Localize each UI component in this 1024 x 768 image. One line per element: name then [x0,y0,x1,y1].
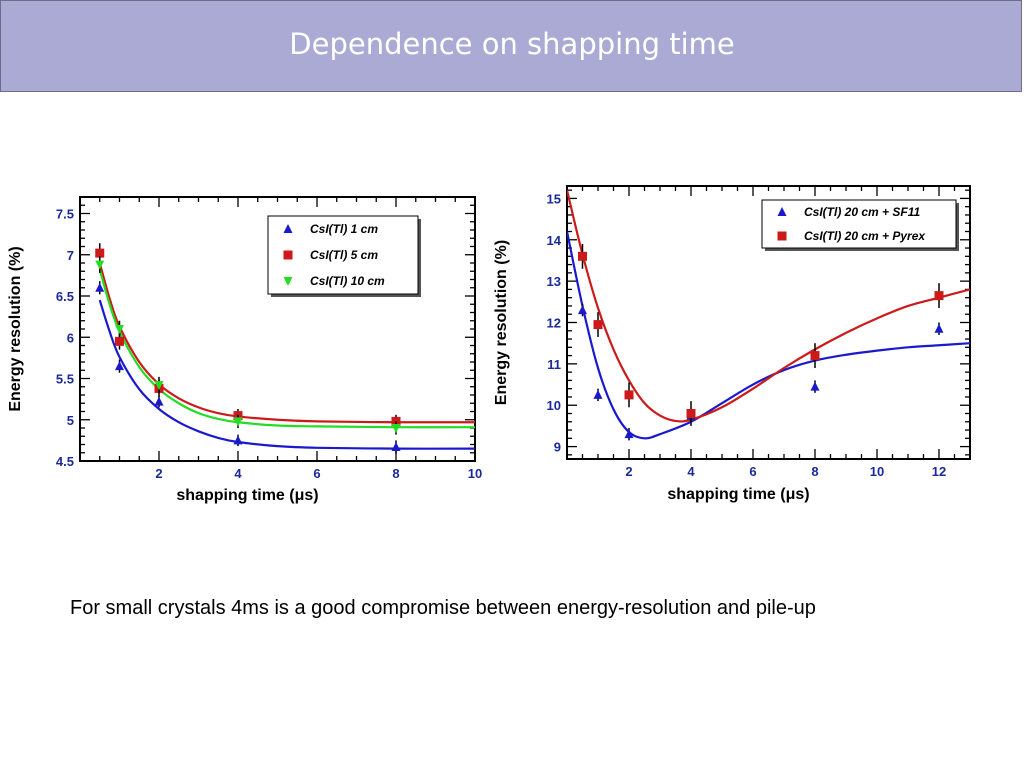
data-point [115,325,124,334]
legend-label: CsI(Tl) 10 cm [310,274,385,288]
data-point [233,417,243,427]
x-axis-title: shapping time (μs) [667,486,809,503]
data-point [934,323,944,333]
legend-marker [283,224,293,233]
data-point [593,389,603,399]
y-tick-label: 9 [554,440,561,455]
data-point [810,381,820,391]
data-point [95,260,105,270]
x-tick-label: 4 [687,464,695,479]
data-point [391,441,401,451]
legend-label: CsI(Tl) 20 cm + Pyrex [804,229,926,243]
y-tick-label: 7.5 [56,207,74,222]
data-point [593,320,603,330]
legend-marker [283,277,293,286]
y-axis-title: Energy resolution (%) [7,246,24,411]
chart-right: 2 4 6 8 10 12 9 10 11 12 13 14 15 shapping time (μs) E… [493,185,971,503]
x-tick-label: 10 [468,466,482,481]
slide-title: Dependence on shapping time [289,27,735,61]
legend-marker [283,250,293,260]
x-tick-label: 6 [749,464,756,479]
y-tick-label: 12 [547,316,561,331]
y-tick-label: 10 [547,398,561,413]
data-point [95,248,105,258]
y-tick-label: 11 [547,357,561,372]
fit-curve [98,299,475,450]
y-tick-label: 15 [547,191,561,206]
data-point [810,351,820,361]
legend-label: CsI(Tl) 1 cm [310,222,378,236]
y-axis-title: Energy resolution (%) [493,240,510,405]
legend-box [761,199,957,249]
y-tick-label: 14 [547,233,562,248]
data-point [95,282,105,292]
y-tick-label: 4.5 [56,454,74,469]
x-tick-label: 12 [932,464,946,479]
x-tick-label: 4 [234,466,242,481]
data-point [624,429,634,439]
x-tick-label: 2 [625,464,632,479]
data-point [686,409,696,418]
data-point [934,291,944,301]
fit-curve [567,189,970,423]
y-tick-label: 5.5 [56,372,74,387]
data-point [154,381,164,391]
x-tick-label: 10 [870,464,884,479]
y-tick-label: 5 [67,413,74,428]
slide-caption: For small crystals 4ms is a good comprom… [70,597,816,619]
data-point [578,251,587,261]
data-point [578,305,587,315]
legend-box [267,215,419,295]
chart-left: 2 4 6 8 10 4.5 5 5.5 6 6.5 7 7.5 shapping time (μs) E… [7,196,482,504]
legend-label: CsI(Tl) 20 cm + SF11 [804,205,920,219]
x-tick-label: 8 [392,466,399,481]
legend-label: CsI(Tl) 5 cm [310,248,378,262]
title-bar: Dependence on shapping time [0,0,1022,92]
y-tick-label: 13 [547,274,561,289]
y-tick-label: 6.5 [56,289,74,304]
data-point [115,336,124,346]
legend-marker [777,207,787,216]
data-point [624,390,634,400]
legend-marker [777,231,787,241]
y-tick-label: 6 [67,330,74,345]
data-point [233,435,243,445]
y-tick-label: 7 [67,248,74,263]
data-point [154,396,164,406]
fit-curve [567,231,970,440]
x-tick-label: 6 [313,466,320,481]
data-point [391,424,401,433]
data-point [115,361,124,371]
x-tick-label: 8 [811,464,818,479]
x-tick-label: 2 [155,466,162,481]
x-axis-title: shapping time (μs) [176,487,318,504]
